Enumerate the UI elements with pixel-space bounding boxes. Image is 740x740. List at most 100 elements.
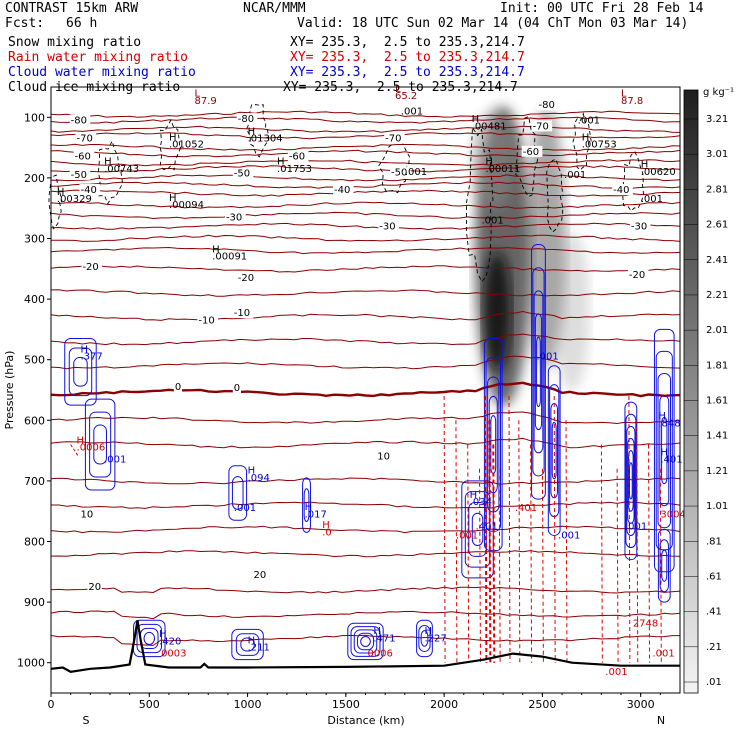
legend-cloudwater-xy: XY= 235.3, 2.5 to 235.3,214.7 [290, 65, 525, 80]
contour-label: .001 [578, 115, 600, 126]
extremum-value: 87.9 [194, 96, 216, 107]
extremum-mark: L [621, 89, 627, 100]
isotherm-label: -60 [75, 152, 91, 163]
snow-shade-upper [471, 109, 516, 210]
colorbar-tick-label: 2.61 [706, 220, 728, 231]
extremum-mark: L [395, 84, 401, 95]
colorbar-tick-label: .21 [706, 642, 722, 653]
extremum-value: .00481 [472, 121, 507, 132]
contour-label: 3004 [660, 509, 685, 520]
x-tick-label: 2500 [528, 698, 556, 711]
extremum-mark: H [277, 157, 285, 168]
contour-label: 2748 [633, 618, 658, 629]
contour-label: 0003 [161, 649, 186, 660]
org-label: NCAR/MMM [243, 1, 306, 16]
rain-contour [565, 420, 568, 663]
isotherm-line [51, 234, 681, 242]
rain-contour [541, 468, 544, 663]
isotherm-label-bg [378, 220, 399, 232]
extremum-value: .227 [424, 633, 446, 644]
rain-contour [659, 468, 662, 663]
cloud-water-contour [240, 637, 255, 652]
cloud-water-contour [487, 376, 500, 513]
cloud-water-contour [534, 313, 543, 431]
cloud-water-contour [143, 631, 156, 646]
cloud-water-contour [628, 462, 633, 500]
isotherm-label-bg [69, 114, 91, 126]
cloud-ice-contour [546, 158, 564, 233]
colorbar-tick-label: 3.21 [706, 114, 728, 125]
extremum-value: .0 [322, 527, 332, 538]
isotherm-line [50, 222, 681, 231]
isotherm-label-bg [390, 166, 411, 178]
extremum-value: .00329 [57, 194, 92, 205]
extremum-mark: H [104, 157, 112, 168]
cloud-water-contour [420, 630, 429, 647]
contour-label: .001 [234, 503, 256, 514]
isotherm-line [50, 189, 681, 197]
colorbar-tick-label: 3.01 [706, 149, 728, 160]
cloud-water-contour [653, 328, 675, 573]
contour-label: .001 [625, 521, 647, 532]
isotherm-label: -60 [289, 152, 305, 163]
colorbar-tick-label: 2.21 [706, 290, 728, 301]
extremum-value: 87.8 [621, 96, 643, 107]
cloud-ice-contour [48, 174, 62, 230]
colorbar-tick-label: 2.01 [706, 325, 728, 336]
y-tick-label: 700 [24, 475, 45, 488]
extremum-mark: H [169, 193, 177, 204]
cloud-ice-contour [622, 151, 645, 212]
isotherm-label: 20 [253, 570, 266, 581]
cloud-water-contour [360, 636, 371, 647]
cloud-water-contour [84, 398, 116, 491]
contour-label: .001 [104, 455, 126, 466]
isotherm-label-bg [87, 580, 102, 592]
isotherm-label-bg [81, 261, 103, 273]
isotherm-label-bg [252, 568, 267, 580]
extremum-mark: L [194, 89, 200, 100]
colorbar-units: g kg⁻¹ [703, 87, 734, 98]
isotherm-label: -30 [631, 221, 647, 232]
colorbar-tick-label: 2.41 [706, 255, 728, 266]
y-tick-label: 100 [24, 111, 45, 124]
snow-shade-third [553, 231, 590, 392]
isotherm-label-bg [287, 150, 309, 162]
isotherm-label: 0 [234, 383, 240, 394]
extremum-mark: H [305, 502, 313, 513]
rain-contour [484, 396, 488, 663]
isotherm-label-bg [69, 168, 91, 180]
forecast-label: Fcst: [5, 16, 45, 31]
cloud-water-contour [418, 624, 431, 652]
rain-contour [600, 444, 603, 663]
cloud-water-contour [625, 413, 637, 549]
isotherm-label: -30 [379, 221, 395, 232]
x-tick-label: 1000 [234, 698, 262, 711]
cloud-water-contour [661, 417, 668, 485]
extremum-value: 65.2 [395, 91, 417, 102]
extremum-value: .471 [373, 633, 395, 644]
extremum-value: .00011 [485, 164, 520, 175]
colorbar-tick-label: 1.61 [706, 396, 728, 407]
isotherm-label-bg [333, 184, 354, 196]
cloud-water-contour [231, 476, 244, 510]
extremum-mark: H [80, 344, 88, 355]
extremum-value: .017 [305, 509, 327, 520]
isotherm-line [50, 265, 681, 273]
rain-contour [498, 468, 501, 663]
cloud-water-contour [551, 421, 557, 480]
legend-rain-xy: XY= 235.3, 2.5 to 235.3,214.7 [290, 50, 525, 65]
isotherm-label: -70 [77, 134, 93, 145]
isotherm-label-bg [612, 184, 633, 196]
contour-label: 0006 [367, 649, 392, 660]
north-label: N [657, 714, 665, 727]
rain-contour [616, 468, 619, 663]
extremum-value: .420 [159, 637, 181, 648]
isotherm-label-bg [376, 450, 391, 462]
cloud-water-contour [532, 267, 545, 477]
isotherm-line [50, 174, 681, 182]
rain-contour [492, 444, 496, 663]
isotherm-label-bg [236, 113, 258, 125]
rain-contour [648, 444, 651, 663]
cloud-water-contour [471, 512, 484, 547]
cloud-water-contour [659, 395, 670, 507]
